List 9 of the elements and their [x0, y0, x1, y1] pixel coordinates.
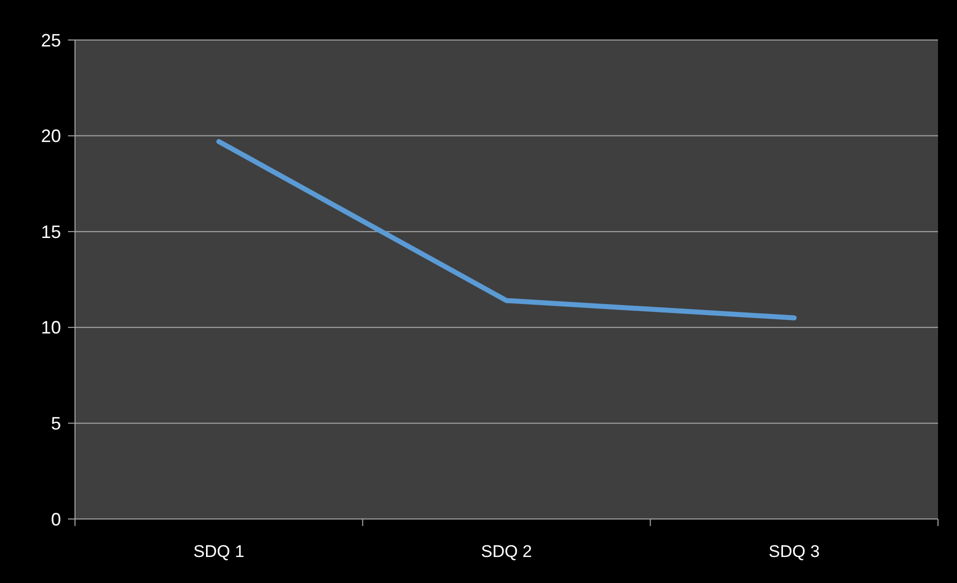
y-tick-label: 25 — [40, 30, 61, 50]
x-tick-label: SDQ 2 — [480, 542, 532, 561]
y-tick-label: 15 — [40, 222, 61, 242]
y-tick-label: 5 — [50, 414, 61, 434]
y-tick-label: 20 — [40, 126, 61, 146]
x-tick-label: SDQ 1 — [193, 542, 244, 561]
y-tick-label: 0 — [50, 509, 61, 530]
x-tick-label: SDQ 3 — [768, 542, 820, 561]
y-tick-label: 10 — [40, 318, 61, 338]
